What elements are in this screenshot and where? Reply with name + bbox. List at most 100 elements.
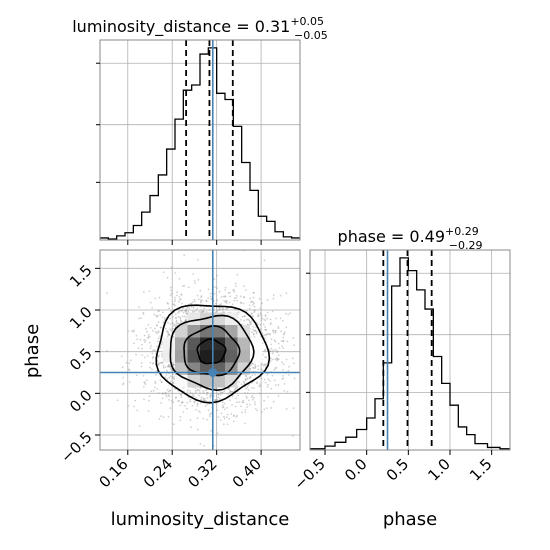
scatter-point	[248, 319, 251, 322]
scatter-point	[152, 349, 155, 352]
scatter-point	[180, 293, 183, 296]
scatter-point	[292, 407, 295, 410]
scatter-point	[154, 380, 157, 383]
scatter-point	[161, 355, 163, 358]
scatter-point	[205, 300, 208, 302]
scatter-point	[163, 319, 166, 321]
scatter-point	[272, 400, 275, 403]
scatter-point	[249, 376, 252, 379]
scatter-point	[214, 399, 217, 402]
scatter-point	[230, 413, 233, 415]
scatter-point	[189, 390, 191, 392]
scatter-point	[255, 326, 257, 329]
scatter-point	[254, 329, 257, 332]
scatter-point	[200, 309, 203, 311]
scatter-point	[172, 322, 174, 325]
scatter-point	[202, 417, 205, 420]
scatter-point	[226, 407, 229, 409]
scatter-point	[172, 363, 175, 366]
title-phase: phase = 0.49+0.29 −0.29	[338, 225, 483, 252]
scatter-point	[178, 309, 181, 312]
scatter-point	[105, 350, 108, 352]
scatter-point	[180, 401, 183, 404]
scatter-point	[258, 392, 261, 395]
scatter-point	[216, 409, 219, 411]
density-cell	[237, 350, 250, 363]
scatter-point	[162, 321, 165, 324]
scatter-point	[219, 419, 222, 421]
scatter-point	[216, 274, 218, 277]
scatter-point	[125, 361, 128, 364]
scatter-point	[167, 364, 170, 367]
scatter-point	[158, 296, 161, 299]
scatter-point	[210, 429, 213, 432]
x-tick-label: 0.32	[184, 455, 220, 491]
scatter-point	[205, 299, 208, 302]
density-cell	[175, 325, 188, 338]
scatter-point	[217, 309, 219, 311]
scatter-point	[172, 401, 175, 404]
scatter-point	[156, 316, 159, 318]
scatter-point	[216, 310, 219, 312]
scatter-point	[229, 390, 231, 392]
scatter-point	[286, 340, 289, 343]
scatter-point	[169, 375, 172, 378]
scatter-point	[267, 383, 269, 386]
scatter-point	[246, 406, 249, 408]
scatter-point	[200, 299, 202, 302]
scatter-point	[272, 294, 275, 297]
scatter-point	[254, 365, 257, 368]
scatter-point	[197, 410, 200, 412]
scatter-point	[219, 393, 222, 396]
scatter-point	[177, 316, 180, 318]
scatter-point	[177, 400, 179, 403]
x-tick-label: 0.5	[383, 455, 413, 485]
scatter-point	[190, 306, 193, 308]
scatter-point	[259, 323, 262, 326]
scatter-point	[252, 328, 255, 331]
scatter-point	[160, 381, 163, 384]
scatter-point	[257, 313, 260, 315]
scatter-point	[157, 330, 160, 333]
scatter-point	[145, 328, 147, 330]
scatter-point	[196, 403, 199, 405]
scatter-point	[264, 314, 267, 316]
scatter-point	[154, 327, 156, 330]
scatter-point	[142, 311, 145, 314]
scatter-point	[171, 376, 174, 379]
scatter-point	[194, 282, 197, 284]
scatter-point	[245, 289, 247, 291]
scatter-point	[215, 387, 217, 390]
scatter-point	[122, 382, 125, 385]
scatter-point	[136, 338, 139, 341]
scatter-point	[205, 399, 208, 402]
scatter-point	[253, 387, 255, 389]
scatter-point	[170, 289, 173, 292]
scatter-point	[197, 279, 200, 281]
scatter-point	[136, 409, 139, 412]
scatter-point	[187, 286, 190, 289]
scatter-point	[234, 387, 237, 390]
scatter-point	[271, 349, 274, 352]
scatter-point	[274, 348, 277, 351]
scatter-point	[219, 391, 222, 394]
scatter-point	[189, 398, 192, 401]
scatter-point	[169, 389, 172, 392]
scatter-point	[171, 375, 174, 378]
scatter-point	[128, 369, 131, 372]
scatter-point	[245, 374, 247, 377]
scatter-point	[242, 296, 245, 299]
scatter-point	[218, 398, 221, 400]
scatter-point	[293, 362, 295, 365]
scatter-point	[168, 365, 171, 368]
scatter-point	[152, 362, 155, 365]
scatter-point	[229, 399, 231, 401]
scatter-point	[175, 322, 178, 325]
scatter-point	[283, 333, 285, 336]
scatter-point	[224, 295, 227, 298]
joint-density-panel: 0.16 0.24 0.32 0.40 −0.5 0.0 0.5 1.0 1.5	[57, 249, 301, 491]
scatter-point	[237, 311, 240, 314]
scatter-point	[247, 318, 250, 321]
scatter-point	[141, 354, 144, 356]
scatter-point	[198, 389, 201, 392]
